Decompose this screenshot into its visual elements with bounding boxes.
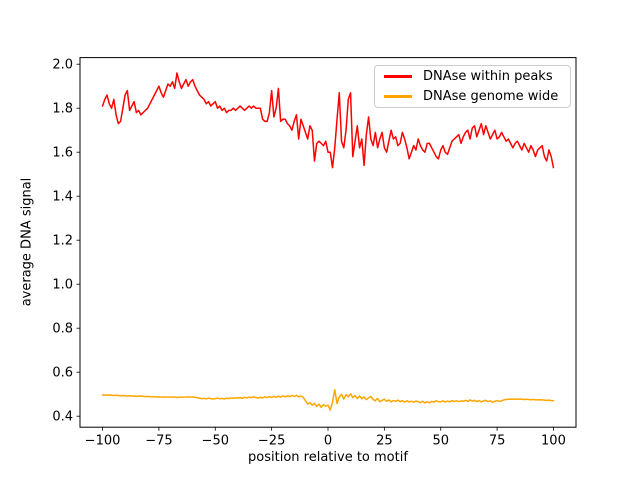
x-tick-label: 0 (324, 434, 332, 449)
x-tick-label: −100 (85, 434, 121, 449)
y-tick-label: 1.8 (52, 102, 73, 117)
x-axis-label: position relative to motif (248, 450, 408, 465)
x-tick-label: 50 (432, 434, 449, 449)
series-line-0 (101, 72, 555, 169)
orange-line-swatch-icon (384, 95, 412, 98)
axes-frame (79, 57, 577, 428)
y-tick-label: 0.4 (52, 410, 73, 425)
y-tick-label: 1.4 (52, 190, 73, 205)
x-tick-label: 25 (376, 434, 393, 449)
y-tick-label: 1.0 (52, 278, 73, 293)
x-tick-label: 100 (541, 434, 566, 449)
legend-item: DNAse within peaks (375, 67, 570, 86)
series-line-1 (101, 389, 555, 411)
x-tick-label: −25 (258, 434, 285, 449)
legend-item: DNAse genome wide (375, 87, 570, 106)
x-tick-label: −75 (145, 434, 172, 449)
legend-label: DNAse within peaks (423, 69, 553, 84)
y-tick-label: 1.6 (52, 146, 73, 161)
x-tick-label: −50 (202, 434, 229, 449)
x-tick-label: 75 (489, 434, 506, 449)
y-tick-label: 1.2 (52, 234, 73, 249)
legend: DNAse within peaks DNAse genome wide (374, 65, 571, 108)
y-axis-label: average DNA signal (19, 177, 35, 307)
red-line-swatch-icon (384, 75, 412, 78)
y-tick-label: 2.0 (52, 58, 73, 73)
legend-label: DNAse genome wide (423, 89, 559, 104)
y-tick-label: 0.8 (52, 322, 73, 337)
y-tick-label: 0.6 (52, 366, 73, 381)
